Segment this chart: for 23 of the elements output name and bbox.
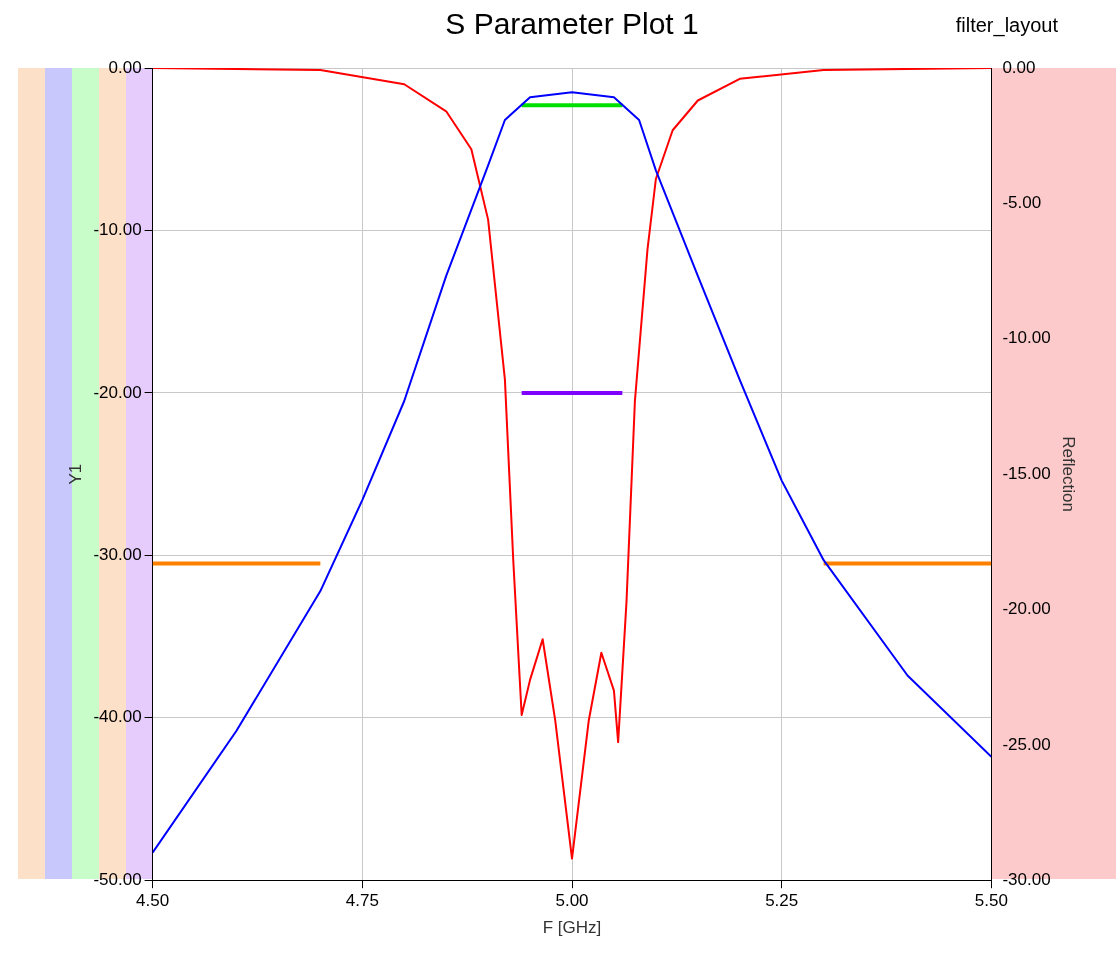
y-tick-label: -30.00 (93, 545, 142, 565)
y2-tick-label: -15.00 (1002, 463, 1051, 483)
x-tick-label: 4.75 (345, 891, 379, 911)
y2-tick-label: -30.00 (1002, 869, 1051, 889)
y2-tick-label: -20.00 (1002, 599, 1051, 619)
x-tick-label: 5.00 (555, 891, 589, 911)
y-tick-label: -50.00 (93, 869, 142, 889)
y2-tick-label: 0.00 (1002, 57, 1036, 77)
y-tick-label: 0.00 (108, 57, 142, 77)
y-tick-label: -40.00 (93, 707, 142, 727)
y2-tick-label: -25.00 (1002, 734, 1051, 754)
y-tick-label: -20.00 (93, 382, 142, 402)
x-tick-label: 5.50 (974, 891, 1008, 911)
text: filter_layout (955, 14, 1058, 37)
x-axis-title: F [GHz] (542, 918, 602, 938)
y-tick-label: -10.00 (93, 220, 142, 240)
y2-tick-label: -10.00 (1002, 328, 1051, 348)
y2-axis-title: Reflection (1059, 436, 1079, 512)
x-tick-label: 4.50 (136, 891, 170, 911)
x-tick-label: 5.25 (765, 891, 799, 911)
chart-title: S Parameter Plot 1 (445, 7, 699, 41)
y2-tick-label: -5.00 (1002, 193, 1042, 213)
y-axis-title: Y1 (65, 463, 85, 485)
